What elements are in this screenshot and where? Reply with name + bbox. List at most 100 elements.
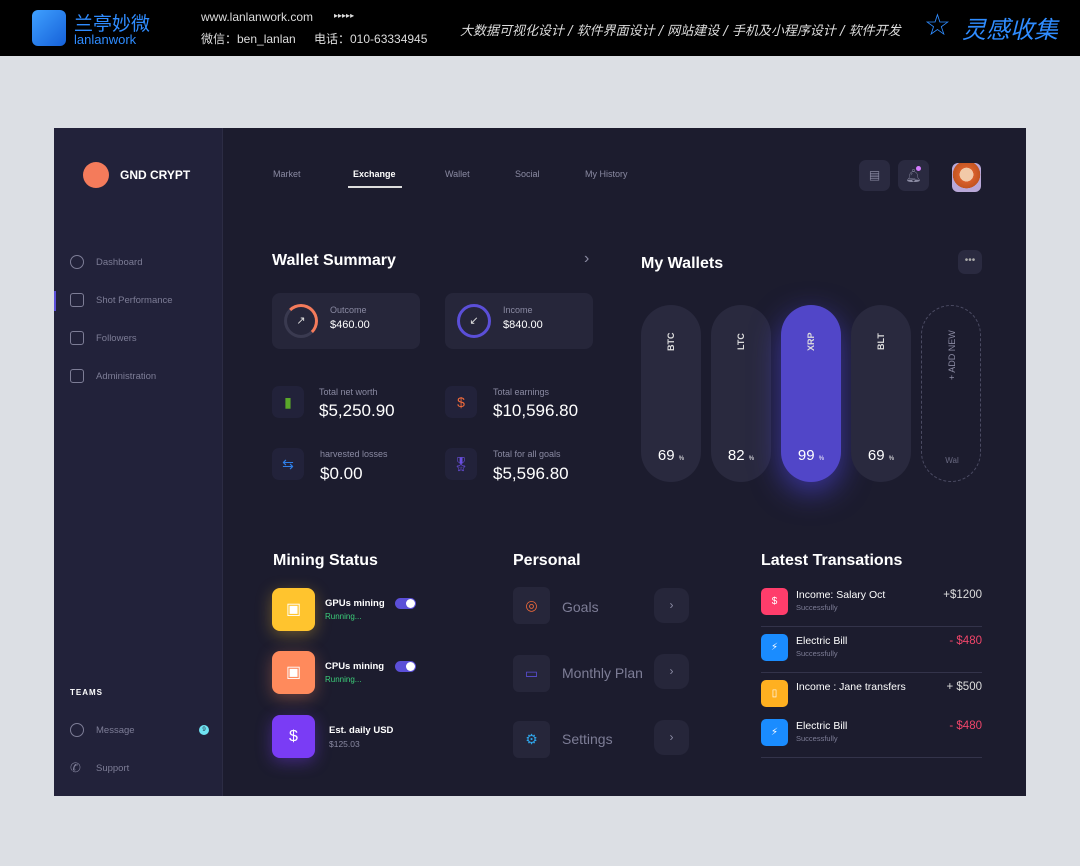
transaction-name: Electric Bill — [796, 720, 848, 732]
sidebar-item-label: Message — [96, 724, 135, 736]
transaction-status: Successfully — [796, 649, 838, 658]
sidebar-item-message[interactable]: Message — [70, 723, 135, 737]
wallet-percent: 69 % — [657, 447, 685, 464]
sidebar-item-administration[interactable]: Administration — [70, 369, 156, 383]
mining-name: GPUs mining — [325, 598, 385, 609]
star-icon: ☆ — [924, 9, 951, 42]
stat-value: $0.00 — [320, 464, 363, 483]
settings-open-button[interactable]: › — [654, 720, 689, 755]
banner-arrows: ▸▸▸▸▸ — [334, 11, 355, 20]
sidebar-item-shot-performance[interactable]: Shot Performance — [70, 293, 173, 307]
transaction-row[interactable]: ⚡︎ Electric Bill Successfully - $480 — [761, 633, 982, 673]
cpu-chip-icon: ▣ — [272, 651, 315, 694]
messages-button[interactable]: ▤ — [859, 160, 890, 191]
dashboard: GND CRYPT Dashboard Shot Performance Fol… — [54, 128, 1026, 796]
receipt-icon: $ — [761, 588, 788, 615]
add-new-wallet-button[interactable]: + ADD NEW Wal — [921, 305, 981, 482]
add-new-sub: Wal — [945, 456, 959, 465]
transaction-row[interactable]: ▯ Income : Jane transfers + $500 — [761, 679, 982, 719]
sidebar-item-label: Followers — [96, 332, 137, 344]
avatar[interactable] — [952, 163, 981, 192]
wallet-btc[interactable]: BTC 69 % — [641, 305, 701, 482]
banner-phone: 电话：010-63334945 — [314, 32, 428, 46]
gpu-chip-icon: ▣ — [272, 588, 315, 631]
transaction-row[interactable]: $ Income: Salary Oct Successfully +$1200 — [761, 587, 982, 627]
phone-icon: ✆ — [70, 760, 81, 775]
personal-item-label: Settings — [562, 731, 613, 747]
stat-label: harvested losses — [320, 449, 388, 459]
my-wallets-title: My Wallets — [641, 255, 724, 272]
cpu-mining-toggle[interactable] — [395, 661, 416, 672]
stat-value: $5,250.90 — [319, 401, 395, 420]
wallet-xrp[interactable]: XRP 99 % — [781, 305, 841, 482]
sidebar-item-dashboard[interactable]: Dashboard — [70, 255, 142, 269]
notification-dot — [916, 166, 921, 171]
sidebar-item-label: Administration — [96, 370, 157, 382]
wallet-percent: 99 % — [797, 447, 825, 464]
wallet-summary-title: Wallet Summary — [272, 252, 396, 269]
more-icon: ••• — [964, 255, 976, 266]
arrow-down-left-icon: ↙ — [457, 304, 491, 338]
personal-item-label: Goals — [562, 599, 599, 615]
outcome-value: $460.00 — [330, 319, 370, 331]
mining-name: Est. daily USD — [329, 725, 394, 736]
more-options-button[interactable]: ••• — [958, 250, 982, 274]
wallet-blt[interactable]: BLT 69 % — [851, 305, 911, 482]
signal-bars-icon: ▮ — [272, 386, 304, 418]
transaction-amount: - $480 — [949, 635, 982, 647]
gpu-mining-toggle[interactable] — [395, 598, 416, 609]
stat-value: $5,596.80 — [493, 464, 569, 483]
gear-icon: ⚙ — [513, 721, 550, 758]
banner-services: 大数据可视化设计 / 软件界面设计 / 网站建设 / 手机及小程序设计 / 软件… — [460, 24, 901, 39]
plug-icon: ⚡︎ — [761, 719, 788, 746]
goals-open-button[interactable]: › — [654, 588, 689, 623]
bell-icon: 🔔︎ — [905, 168, 922, 183]
transaction-row[interactable]: ⚡︎ Electric Bill Successfully - $480 — [761, 718, 982, 758]
outcome-label: Outcome — [330, 305, 367, 315]
medal-icon: 🎖︎ — [445, 448, 477, 480]
plug-icon: ⚡︎ — [761, 634, 788, 661]
sidebar-item-followers[interactable]: Followers — [70, 331, 137, 345]
banner-website: www.lanlanwork.com — [201, 10, 314, 24]
tab-exchange[interactable]: Exchange — [353, 169, 396, 179]
banner-brand-en: lanlanwork — [74, 32, 137, 47]
est-daily-value: $125.03 — [329, 739, 360, 749]
banner-right-title: 灵感收集 — [962, 16, 1058, 44]
arrow-up-right-icon: ↗ — [284, 304, 318, 338]
wallet-percent: 82 % — [727, 447, 755, 464]
chevron-right-icon[interactable]: › — [584, 250, 590, 267]
exchange-icon: ⇆ — [272, 448, 304, 480]
tab-social[interactable]: Social — [515, 169, 540, 179]
add-new-label: + ADD NEW — [947, 330, 957, 381]
monthly-plan-open-button[interactable]: › — [654, 654, 689, 689]
personal-item-label: Monthly Plan — [562, 665, 643, 681]
transaction-name: Income: Salary Oct — [796, 589, 886, 601]
money-icon: $ — [445, 386, 477, 418]
outcome-card: ↗ Outcome $460.00 — [272, 293, 420, 349]
tab-wallet[interactable]: Wallet — [445, 169, 470, 179]
chat-icon — [70, 723, 84, 737]
sidebar-item-support[interactable]: ✆ Support — [70, 761, 129, 775]
tab-market[interactable]: Market — [273, 169, 301, 179]
wallet-name: BLT — [876, 333, 886, 351]
target-icon: ◎ — [513, 587, 550, 624]
income-value: $840.00 — [503, 319, 543, 331]
wallet-ltc[interactable]: LTC 82 % — [711, 305, 771, 482]
message-icon: ▤ — [868, 168, 881, 182]
transaction-status: Successfully — [796, 603, 838, 612]
transaction-status: Successfully — [796, 734, 838, 743]
wallet-name: BTC — [666, 332, 676, 352]
banner-brand: 兰亭妙微 — [74, 13, 151, 35]
bar-chart-icon — [70, 293, 84, 307]
transaction-name: Income : Jane transfers — [796, 681, 906, 693]
wallet-name: LTC — [736, 333, 746, 351]
latest-transactions-title: Latest Transations — [761, 552, 903, 569]
sidebar-item-label: Support — [96, 762, 130, 774]
grid-icon — [70, 255, 84, 269]
banner-wechat: 微信：ben_lanlan — [201, 32, 296, 46]
mining-name: CPUs mining — [325, 661, 385, 672]
list-icon — [70, 331, 84, 345]
notifications-button[interactable]: 🔔︎ — [898, 160, 929, 191]
tab-my-history[interactable]: My History — [585, 169, 628, 179]
document-icon: ▯ — [761, 680, 788, 707]
